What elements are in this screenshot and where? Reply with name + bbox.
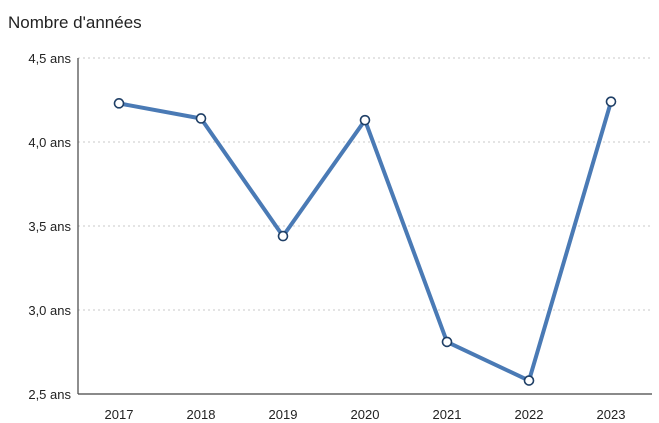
x-tick-label: 2023	[597, 407, 626, 422]
series	[113, 96, 617, 386]
series-line	[117, 99, 613, 383]
data-point	[113, 98, 125, 109]
x-tick-label: 2017	[105, 407, 134, 422]
grid-lines	[78, 57, 652, 311]
x-tick-label: 2020	[351, 407, 380, 422]
data-point	[441, 336, 453, 348]
x-axis-ticks: 2017 2018 2019 2020 2021 2022 2023	[105, 407, 626, 422]
y-axis-ticks: 2,5 ans 3,0 ans 3,5 ans 4,0 ans 4,5 ans	[28, 51, 71, 402]
x-tick-label: 2022	[515, 407, 544, 422]
y-tick-label: 2,5 ans	[28, 387, 71, 402]
y-tick-label: 3,5 ans	[28, 219, 71, 234]
data-point	[277, 230, 289, 242]
x-tick-label: 2019	[269, 407, 298, 422]
axes	[77, 58, 652, 395]
y-tick-label: 3,0 ans	[28, 303, 71, 318]
x-tick-label: 2021	[433, 407, 462, 422]
data-point	[195, 113, 207, 124]
x-tick-label: 2018	[187, 407, 216, 422]
data-point	[523, 375, 535, 386]
data-point	[359, 114, 371, 126]
y-tick-label: 4,0 ans	[28, 135, 71, 150]
y-tick-label: 4,5 ans	[28, 51, 71, 66]
data-point	[605, 96, 617, 107]
chart-title: Nombre d'années	[8, 13, 142, 32]
